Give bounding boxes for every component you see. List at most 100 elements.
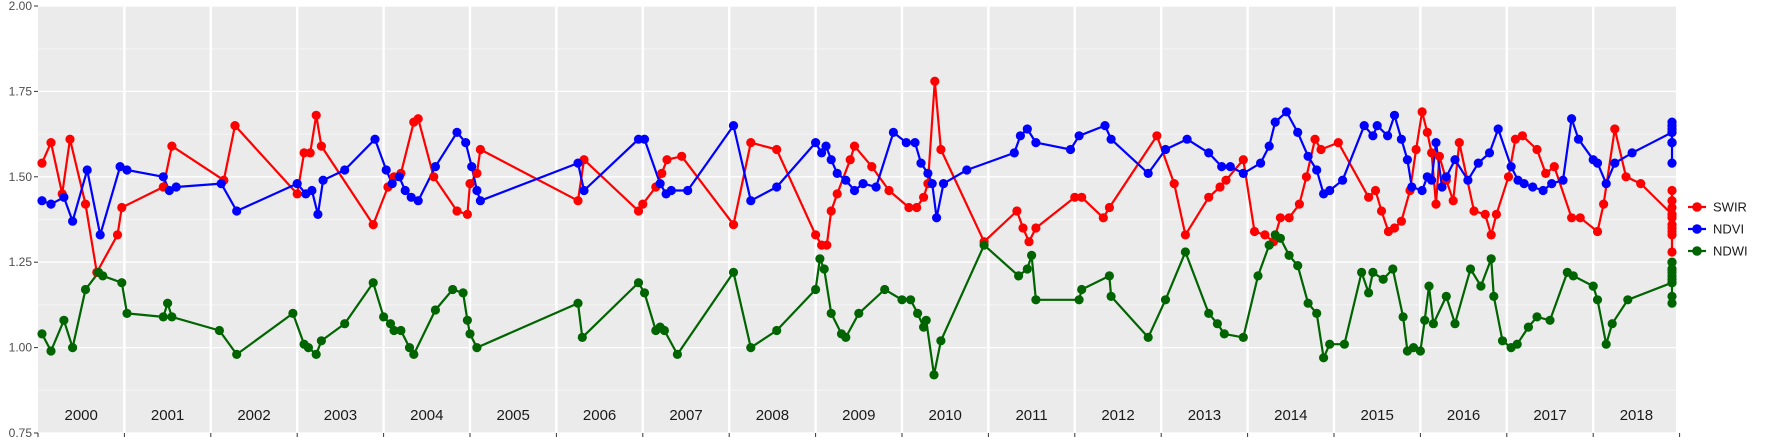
data-point-ndwi [303,343,313,353]
data-point-ndwi [232,349,242,359]
data-point-ndvi [1567,114,1577,124]
data-point-ndwi [316,336,326,346]
data-point-ndvi [1558,175,1568,185]
data-point-ndwi [1512,339,1522,349]
data-point-ndvi [1009,148,1019,158]
data-point-swir [1169,179,1179,189]
data-point-ndvi [1270,117,1280,127]
data-point-ndvi [1015,131,1025,141]
data-point-ndwi [1104,271,1114,281]
data-point-ndwi [1568,271,1578,281]
data-point-ndvi [406,192,416,202]
data-point-swir [936,144,946,155]
data-point-swir [305,148,315,158]
data-point-ndwi [311,349,321,359]
data-point-swir [1104,202,1114,213]
data-point-swir [46,138,56,148]
data-point-swir [1517,131,1527,141]
data-point-ndvi [370,134,380,144]
year-label: 2012 [1101,407,1134,424]
data-point-swir [452,206,462,216]
data-point-ndwi [368,278,378,288]
data-point-ndwi [1284,250,1294,260]
data-point-ndvi [1389,110,1400,120]
data-point-ndvi [59,192,69,202]
data-point-ndwi [1238,332,1248,342]
data-point-ndvi [888,127,899,137]
data-point-ndvi [1431,138,1441,148]
data-point-swir [1667,202,1677,213]
year-label: 2007 [669,407,702,424]
data-point-ndwi [1325,339,1335,349]
data-point-ndwi [1204,308,1214,318]
data-point-swir [1422,127,1432,137]
data-point-ndvi [46,199,56,209]
data-point-ndvi [475,196,485,206]
data-point-ndwi [1465,264,1476,274]
data-point-ndvi [1022,124,1032,134]
data-point-ndwi [1486,254,1496,264]
data-point-swir [772,144,782,155]
data-point-swir [1486,230,1496,240]
data-point-ndvi [655,179,665,189]
data-point-ndwi [1497,336,1508,346]
data-point-swir [845,155,855,165]
data-point-swir [1454,138,1464,148]
data-point-ndvi [292,179,302,189]
data-point-swir [1180,230,1190,240]
data-point-swir [633,206,644,216]
data-point-ndvi [826,155,836,165]
data-point-ndwi [1364,288,1374,298]
data-point-ndvi [1667,127,1677,137]
data-point-ndwi [1601,339,1611,349]
data-point-ndvi [1264,141,1274,151]
data-point-ndvi [1407,182,1417,192]
data-point-ndvi [728,121,739,131]
data-point-ndvi [1493,124,1503,134]
data-point-swir [1376,206,1387,216]
data-point-ndvi [962,165,972,175]
data-point-ndwi [1339,339,1349,349]
data-point-ndwi [214,325,224,336]
data-point-ndvi [307,185,317,196]
year-label: 2008 [756,407,789,424]
data-point-ndvi [115,162,125,172]
data-point-ndwi [728,267,739,277]
data-point-ndvi [1396,134,1406,144]
data-point-ndwi [465,329,475,339]
data-point-swir [1448,196,1458,206]
data-point-swir [930,76,940,86]
data-point-ndvi [932,213,942,223]
major-gridlines [38,5,1676,434]
data-point-ndwi [1160,295,1171,305]
data-point-ndvi [37,196,47,206]
data-point-ndwi [1264,240,1274,250]
data-point-swir [662,155,672,165]
data-point-swir [1567,213,1577,223]
data-point-ndvi [1547,179,1557,189]
y-tick-label: 2.00 [9,0,33,13]
year-label: 2009 [842,407,875,424]
data-point-swir [1333,138,1343,148]
data-point-swir [465,179,475,189]
data-point-swir [884,185,894,196]
data-point-swir [1480,209,1490,219]
data-point-ndvi [817,148,827,158]
data-point-swir [1294,199,1304,209]
y-tick-label: 1.25 [9,255,33,269]
data-point-ndwi [1219,329,1229,339]
data-point-swir [1070,192,1080,202]
data-point-swir [1077,192,1087,202]
data-point-ndvi [387,179,397,189]
data-point-ndvi [666,185,676,196]
data-point-ndwi [1077,284,1087,295]
data-point-ndwi [1408,343,1419,353]
data-point-ndwi [163,298,173,308]
year-label: 2017 [1533,407,1566,424]
data-point-ndvi [1528,182,1538,192]
year-label: 2011 [1015,407,1047,424]
year-label: 2006 [583,407,616,424]
legend-key-point [1692,202,1702,212]
data-point-ndwi [1428,319,1438,329]
data-point-swir [1396,216,1406,226]
